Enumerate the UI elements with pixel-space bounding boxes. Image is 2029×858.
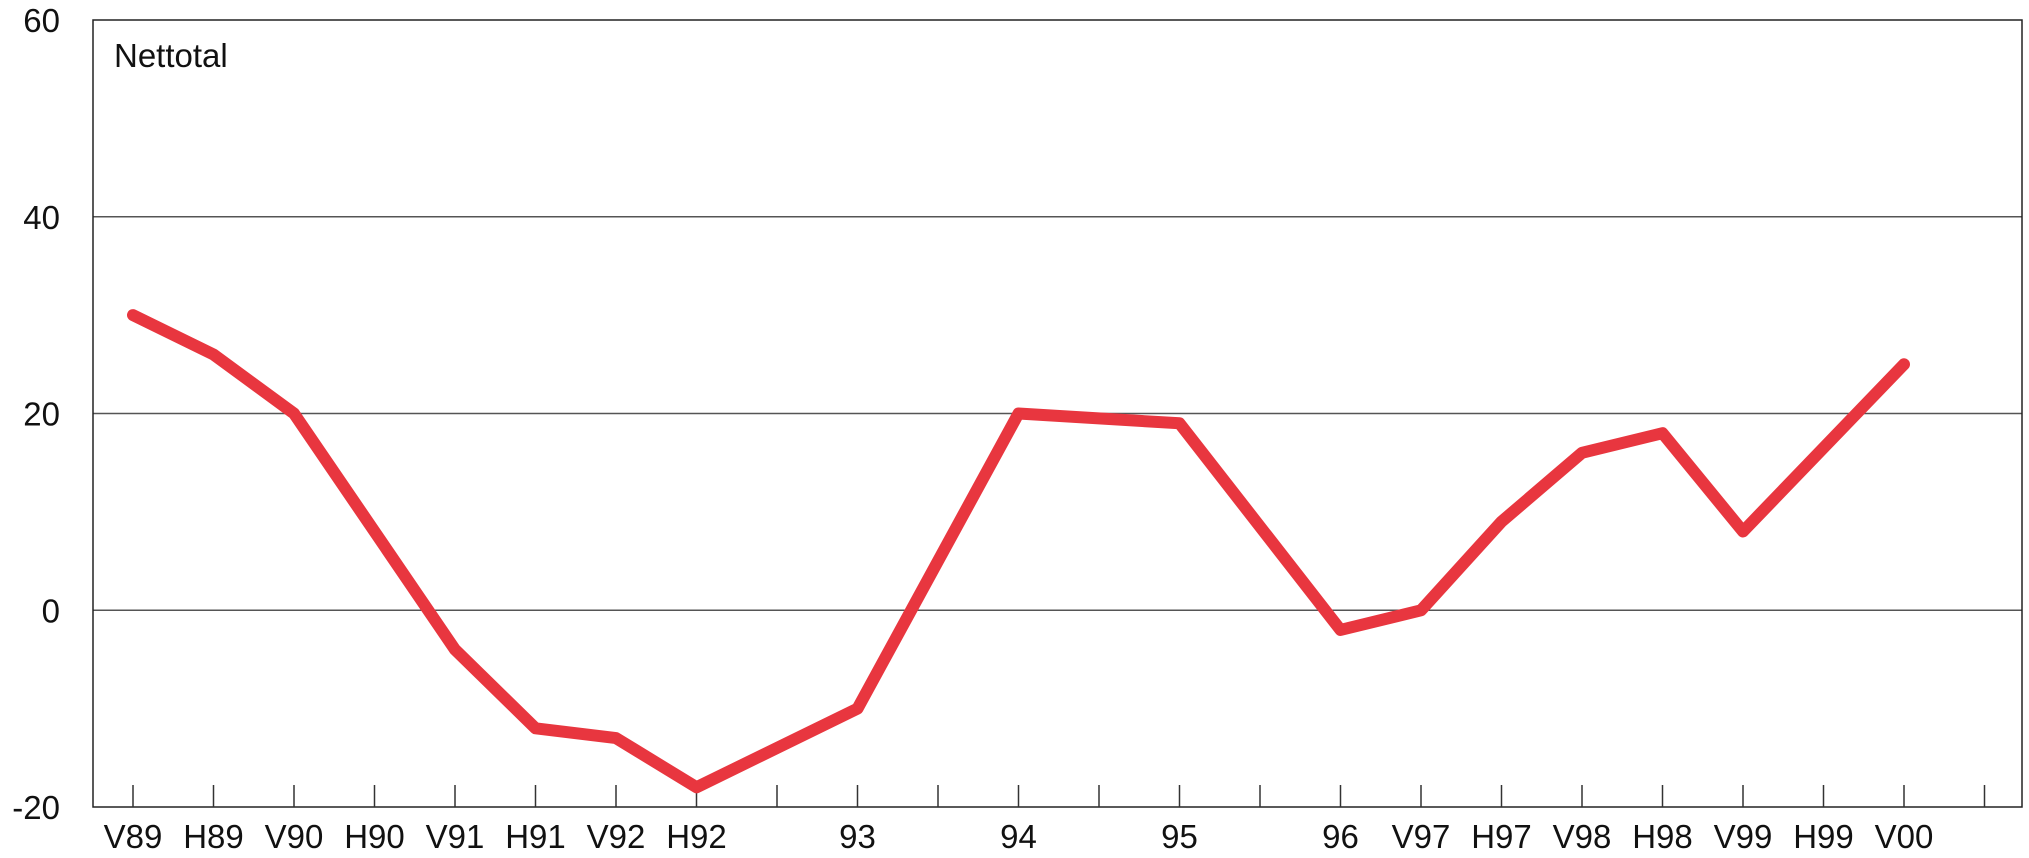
y-tick-label: -20: [12, 789, 60, 826]
x-axis: V89 H89 V90 H90 V91 H91 V92 H92 93 94 95 96 V97 H97 V9…: [104, 785, 1986, 855]
data-point: [209, 350, 218, 359]
x-tick-label: 96: [1322, 818, 1359, 855]
x-tick-label: V97: [1392, 818, 1451, 855]
data-point: [370, 527, 379, 536]
data-point: [853, 704, 862, 713]
x-tick-label: V89: [104, 818, 163, 855]
y-tick-label: 20: [23, 396, 60, 433]
data-point: [531, 724, 540, 733]
data-point: [1336, 625, 1345, 634]
x-tick-label: V92: [587, 818, 646, 855]
data-point: [1014, 409, 1023, 418]
data-point: [290, 409, 298, 418]
y-axis: -20 0 20 40 60: [12, 2, 60, 826]
x-tick-label: H91: [505, 818, 566, 855]
data-point: [612, 734, 620, 743]
x-tick-label: H97: [1471, 818, 1532, 855]
x-tick-label: H98: [1632, 818, 1693, 855]
data-point: [1900, 360, 1908, 369]
x-tick-label: V91: [426, 818, 485, 855]
x-tick-label: 94: [1000, 818, 1037, 855]
x-tick-label: V98: [1553, 818, 1612, 855]
plot-frame: [92, 19, 2023, 808]
x-tick-label: V90: [265, 818, 324, 855]
chart-title: Nettotal: [114, 37, 228, 74]
data-point: [692, 783, 701, 792]
y-tick-label: 40: [23, 199, 60, 236]
series-line: [127, 309, 1910, 794]
x-tick-label: H99: [1793, 818, 1854, 855]
data-point: [1578, 448, 1586, 457]
x-tick-label: 93: [839, 818, 876, 855]
data-point: [1658, 429, 1667, 438]
x-tick-label: V99: [1714, 818, 1773, 855]
data-point: [1497, 517, 1506, 526]
x-tick-label: 95: [1161, 818, 1198, 855]
x-tick-label: H92: [666, 818, 727, 855]
data-point: [129, 311, 137, 320]
y-tick-label: 0: [42, 592, 60, 629]
data-point: [1175, 419, 1184, 428]
x-tick-label: H90: [344, 818, 405, 855]
x-tick-label: H89: [183, 818, 244, 855]
data-point: [1739, 527, 1747, 536]
data-point: [1417, 606, 1425, 615]
x-tick-label: V00: [1875, 818, 1934, 855]
series-layer: [127, 309, 1910, 794]
data-point: [451, 645, 459, 654]
y-tick-label: 60: [23, 2, 60, 39]
